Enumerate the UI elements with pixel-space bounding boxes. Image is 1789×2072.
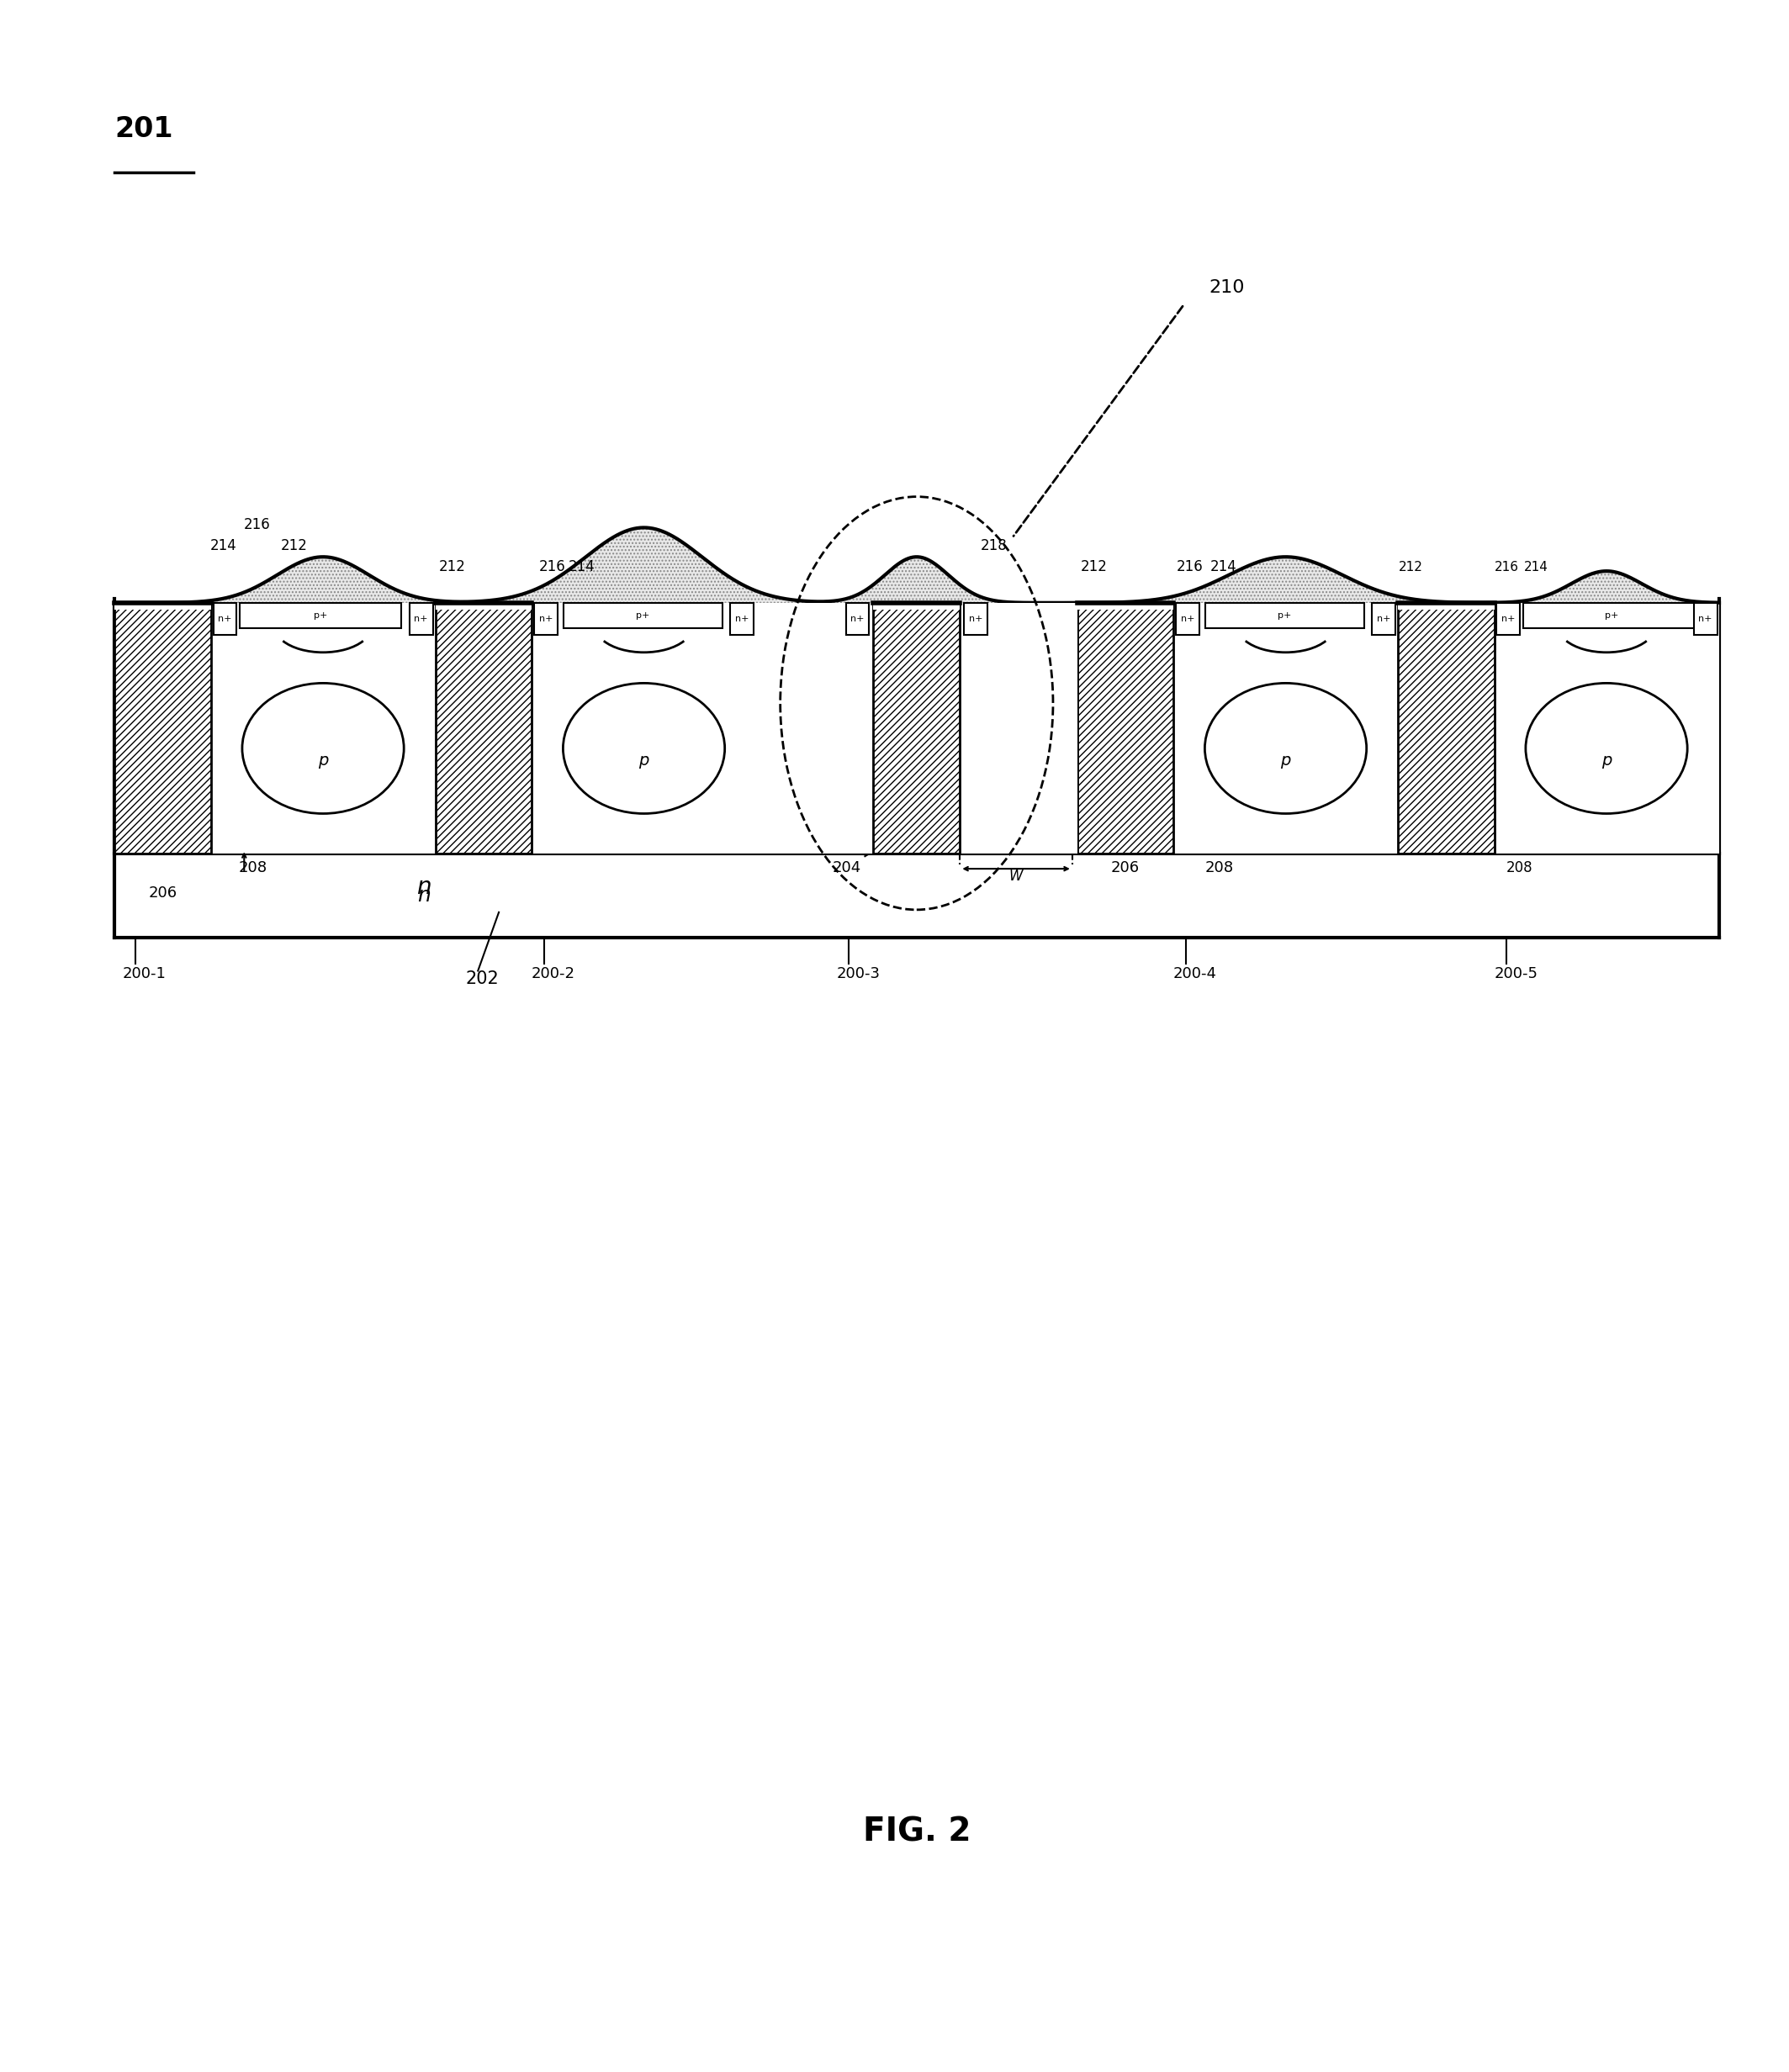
Bar [531, 603, 757, 854]
Bar [1174, 603, 1397, 854]
Bar [1077, 603, 1174, 609]
Text: n+: n+ [970, 615, 982, 624]
Text: n+: n+ [850, 615, 864, 624]
Text: 200-5: 200-5 [1494, 968, 1539, 982]
Text: n+: n+ [1501, 615, 1515, 624]
Text: 214: 214 [1524, 562, 1547, 574]
Bar [1524, 603, 1700, 628]
Text: 204: 204 [832, 860, 861, 876]
Text: n+: n+ [1378, 615, 1390, 624]
Bar [1497, 603, 1521, 634]
Text: 218: 218 [980, 539, 1007, 553]
Text: 212: 212 [1081, 559, 1107, 574]
Text: 202: 202 [465, 972, 499, 988]
Text: p+: p+ [1277, 611, 1292, 620]
Text: n: n [417, 885, 431, 905]
Text: 216: 216 [538, 559, 565, 574]
Text: 214: 214 [569, 559, 596, 574]
Bar [964, 603, 988, 634]
Text: 200-2: 200-2 [531, 968, 576, 982]
Bar [1077, 603, 1174, 854]
Text: n+: n+ [538, 615, 553, 624]
Bar [435, 603, 531, 854]
Bar [240, 603, 401, 628]
Text: 208: 208 [238, 860, 267, 876]
Bar [873, 603, 961, 854]
Bar [535, 603, 558, 634]
Bar [1397, 603, 1494, 609]
Text: p: p [318, 752, 327, 769]
Bar [730, 603, 753, 634]
Text: 208: 208 [1506, 860, 1533, 876]
Bar [1494, 603, 1719, 854]
Bar [564, 603, 723, 628]
Bar [410, 603, 433, 634]
Text: 216: 216 [243, 518, 270, 533]
Bar [213, 603, 236, 634]
Text: n+: n+ [218, 615, 233, 624]
Text: FIG. 2: FIG. 2 [862, 1815, 971, 1848]
Bar [846, 603, 869, 634]
Text: n+: n+ [735, 615, 750, 624]
Bar [114, 603, 211, 854]
Text: 214: 214 [1209, 559, 1236, 574]
Bar [1397, 603, 1494, 854]
Bar [1372, 603, 1395, 634]
Text: 212: 212 [438, 559, 465, 574]
Text: 212: 212 [1399, 562, 1422, 574]
Bar [1206, 603, 1365, 628]
Text: n+: n+ [1181, 615, 1195, 624]
Text: n: n [417, 874, 431, 899]
Text: p+: p+ [637, 611, 649, 620]
Text: 200-3: 200-3 [837, 968, 880, 982]
Text: p: p [639, 752, 649, 769]
Text: n+: n+ [415, 615, 428, 624]
Bar [1175, 603, 1199, 634]
Bar [114, 603, 211, 609]
Text: 212: 212 [281, 539, 308, 553]
Text: p+: p+ [1605, 611, 1619, 620]
Text: 200-1: 200-1 [123, 968, 166, 982]
Text: 216: 216 [1494, 562, 1519, 574]
Text: p: p [1601, 752, 1612, 769]
Bar [1694, 603, 1717, 634]
Text: n+: n+ [1698, 615, 1712, 624]
Text: 216: 216 [1177, 559, 1204, 574]
Text: 214: 214 [209, 539, 236, 553]
Text: 201: 201 [114, 116, 174, 143]
Bar [211, 603, 435, 854]
Text: 206: 206 [148, 885, 177, 901]
Text: 208: 208 [1206, 860, 1234, 876]
Text: p+: p+ [313, 611, 327, 620]
Text: 200-4: 200-4 [1174, 968, 1217, 982]
Bar [757, 603, 1077, 854]
Text: W: W [1009, 868, 1023, 885]
Text: 206: 206 [1111, 860, 1140, 876]
Bar [873, 603, 961, 609]
Bar [435, 603, 531, 609]
Text: 210: 210 [1209, 280, 1245, 296]
Text: p: p [1281, 752, 1292, 769]
